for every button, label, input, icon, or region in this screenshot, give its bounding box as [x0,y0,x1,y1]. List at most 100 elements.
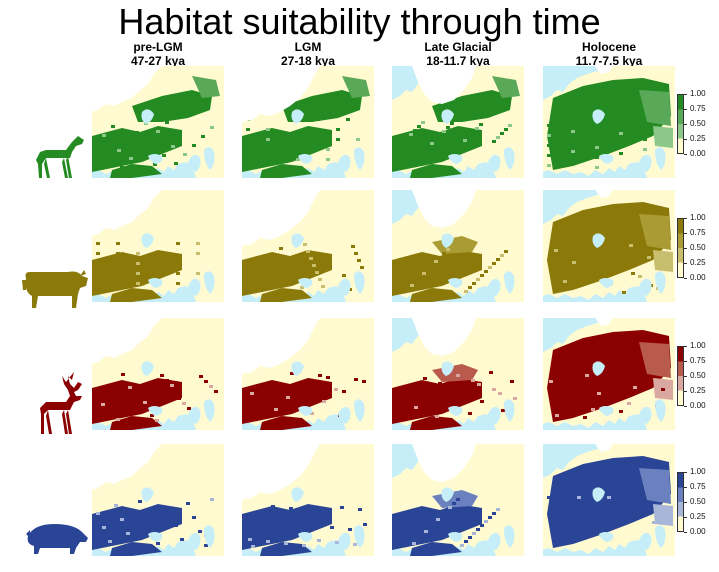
raster-cell [214,390,218,393]
inland-sea [148,532,163,542]
raster-cell [325,511,329,514]
suitability-patch [410,164,462,178]
raster-cell [362,380,366,383]
raster-cell [652,521,656,524]
raster-cell [595,136,599,139]
inland-sea [639,154,652,172]
raster-cell [182,402,186,405]
raster-cell [170,384,174,387]
boar-icon [26,524,88,554]
legend-tick-mark [684,154,687,155]
raster-cell [619,132,623,135]
raster-cell [176,272,180,275]
raster-cell [317,539,321,542]
raster-cell [595,248,599,251]
raster-cell [406,288,410,291]
raster-cell [101,403,105,406]
raster-cell [336,138,340,141]
inland-sea [488,154,501,172]
silhouette-shape [40,372,82,434]
raster-cell [342,390,346,393]
raster-cell [607,496,611,499]
suitability-patch [92,504,182,550]
inland-sea [504,399,515,422]
raster-cell [641,378,645,381]
legend-tick-mark [684,139,687,140]
inland-sea [188,406,201,424]
inland-sea [504,147,515,170]
raster-cell [440,514,444,517]
inland-sea [354,147,365,170]
raster-cell [274,408,278,411]
raster-cell [116,242,120,245]
raster-cell [563,280,567,283]
raster-cell [120,166,124,169]
raster-cell [138,396,142,399]
inland-sea [141,233,154,248]
raster-cell [475,127,479,130]
column-name: Holocene [581,40,636,54]
raster-cell [136,282,140,285]
raster-cell [480,524,484,527]
raster-cell [552,271,556,274]
raster-cell [284,542,288,545]
map-boar-holocene [543,444,675,556]
figure-title: Habitat suitability through time [118,1,601,42]
raster-cell [569,390,573,393]
inland-sea [338,406,351,424]
legend-tick-label: 0.75 [690,356,706,365]
raster-cell [271,505,275,508]
raster-cell [571,120,575,123]
raster-cell [627,402,631,405]
raster-cell [504,250,508,253]
raster-cell [428,526,432,529]
raster-cell [174,162,178,165]
map-deer-late-glacial [392,318,524,430]
raster-cell [307,509,311,512]
inland-sea [298,154,313,164]
raster-cell [116,418,120,421]
inland-sea [448,278,463,288]
raster-cell [156,262,160,265]
suitability-patch [410,416,462,430]
raster-cell [647,256,651,259]
raster-cell [579,264,583,267]
raster-cell [354,378,358,381]
inland-sea [655,271,666,294]
raster-cell [116,272,120,275]
raster-cell [102,526,106,529]
raster-cell [96,242,100,245]
raster-cell [479,123,483,126]
raster-cell [336,128,340,131]
raster-cell [463,139,467,142]
raster-cell [597,392,601,395]
suitability-patch [242,250,332,296]
suitability-patch [242,504,332,550]
raster-cell [629,244,633,247]
raster-cell [562,521,566,524]
raster-cell [138,500,142,503]
column-period: 11.7-7.5 kya [575,54,643,68]
raster-cell [484,520,488,523]
legend-tick-mark [684,472,687,473]
raster-cell [174,524,178,527]
raster-cell [266,406,270,409]
suitability-patch [110,416,162,430]
raster-cell [156,542,160,545]
inland-sea [448,532,463,542]
inland-sea [639,278,652,296]
raster-cell [155,419,159,422]
raster-cell [165,121,169,124]
raster-cell [492,512,496,515]
raster-cell [424,530,428,533]
ice-sheet [242,190,320,246]
ice-sheet [92,190,162,236]
legend-tick-label: 1.00 [690,213,706,222]
inland-sea [354,525,365,548]
raster-cell [326,148,330,151]
inland-sea [298,406,313,416]
raster-cell [405,137,409,140]
raster-cell [96,252,100,255]
raster-cell [196,252,200,255]
raster-cell [554,249,558,252]
